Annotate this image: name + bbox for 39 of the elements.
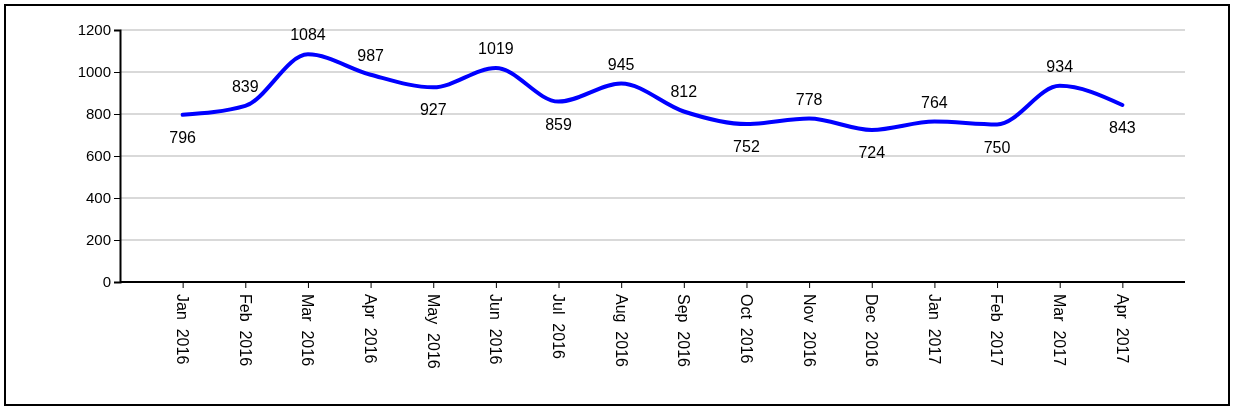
x-tick-label: Feb 2016: [236, 294, 254, 367]
x-tick-label: Jan 2017: [925, 294, 943, 365]
x-tick-label: Dec 2016: [863, 294, 881, 368]
data-label: 752: [733, 138, 760, 156]
x-tick-label: Apr 2016: [361, 294, 379, 364]
x-tick-label: Nov 2016: [800, 294, 818, 368]
data-label: 764: [921, 93, 948, 111]
y-tick-label: 1200: [77, 21, 111, 39]
x-tick-label: Mar 2016: [299, 294, 317, 367]
x-tick-label: Jan 2016: [174, 294, 192, 365]
x-tick-label: Jul 2016: [549, 294, 567, 360]
y-tick-label: 0: [102, 273, 111, 291]
data-label: 778: [795, 90, 823, 108]
data-label: 1019: [478, 40, 514, 58]
data-label: 839: [231, 77, 259, 95]
x-tick-label: May 2016: [424, 294, 442, 369]
x-tick-label: Feb 2017: [988, 294, 1006, 367]
data-label: 812: [670, 83, 698, 101]
data-label: 1084: [290, 26, 326, 44]
data-label: 945: [607, 55, 635, 73]
x-tick-label: Sep 2016: [675, 294, 693, 368]
data-label: 934: [1046, 57, 1074, 75]
data-label: 750: [983, 138, 1011, 156]
y-tick-label: 400: [85, 189, 111, 207]
x-tick-label: Oct 2016: [737, 294, 755, 364]
y-tick-label: 800: [85, 105, 111, 123]
y-tick-label: 600: [85, 147, 111, 165]
data-label: 859: [545, 115, 572, 133]
data-label: 927: [419, 101, 447, 119]
x-tick-label: Mar 2017: [1051, 294, 1069, 367]
x-tick-label: Apr 2017: [1113, 294, 1131, 364]
x-tick-label: Aug 2016: [612, 294, 630, 368]
data-label: 987: [357, 46, 385, 64]
data-label: 796: [169, 128, 197, 146]
data-label: 724: [858, 143, 886, 161]
data-label: 843: [1109, 118, 1136, 136]
x-tick-label: Jun 2016: [487, 294, 505, 365]
y-tick-label: 200: [85, 231, 111, 249]
y-tick-label: 1000: [77, 63, 111, 81]
